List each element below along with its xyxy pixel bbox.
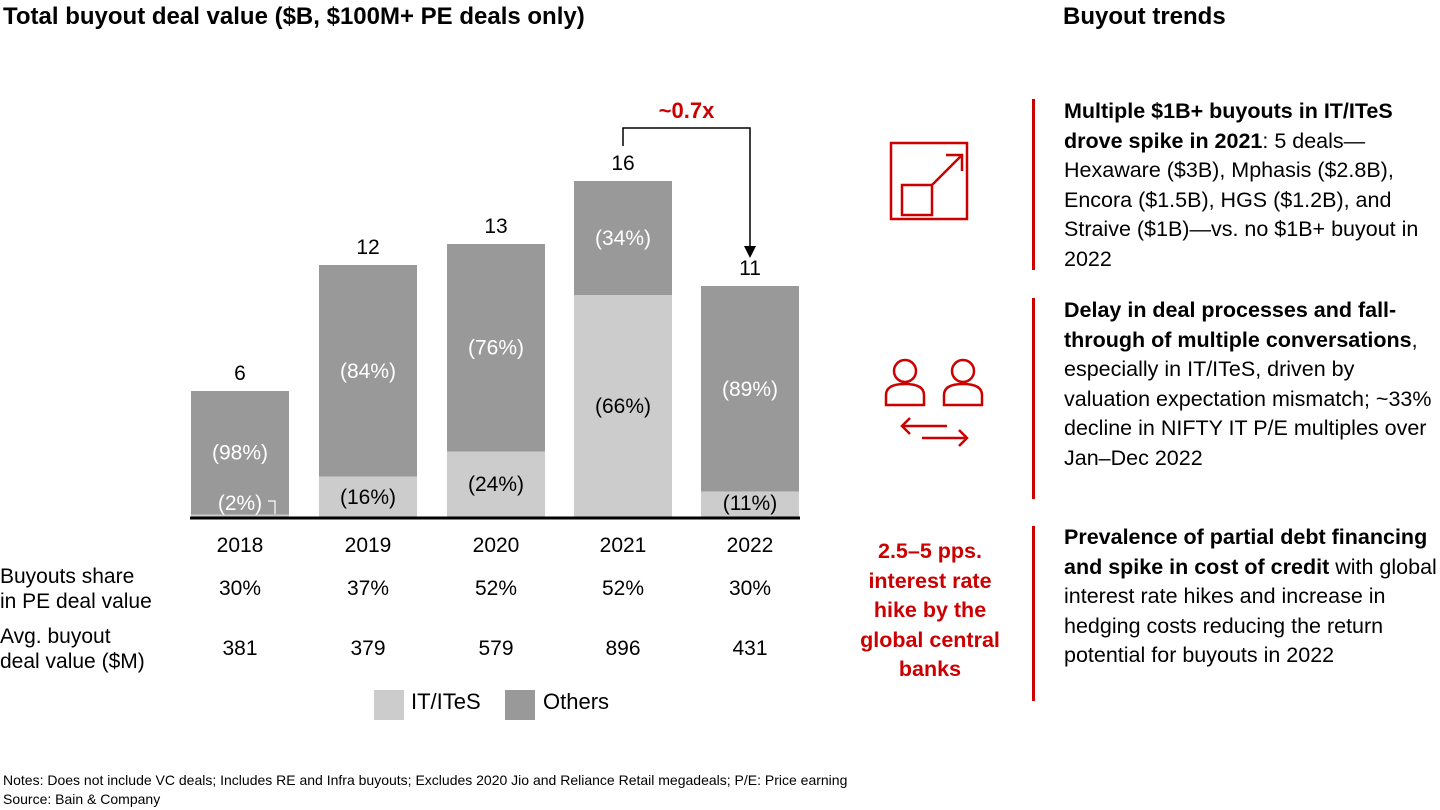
share-label-others-2022: (89%) — [722, 378, 778, 401]
table-cell-1-2019: 379 — [350, 637, 386, 660]
trend-item-2: Delay in deal processes and fall-through… — [1064, 298, 1432, 470]
share-label-it-ites-2021: (66%) — [595, 395, 651, 418]
table-cell-0-2022: 30% — [728, 577, 772, 600]
category-label-2022: 2022 — [727, 534, 774, 557]
bar-others-2021 — [574, 181, 672, 296]
category-label-2019: 2019 — [345, 534, 392, 557]
share-label-others-2019: (84%) — [340, 360, 396, 383]
share-label-it-ites-2019: (16%) — [340, 486, 396, 509]
total-label-2018: 6 — [234, 362, 246, 385]
source-text: Source: Bain & Company — [3, 791, 161, 807]
bar-it-ites-2022 — [701, 491, 799, 517]
legend-label-it-ites: IT/ITeS — [411, 689, 481, 714]
table-cell-0-2018: 30% — [218, 577, 262, 600]
legend-swatch-others — [505, 690, 535, 720]
bar-others-2022 — [701, 286, 799, 492]
trend-divider-1 — [1032, 99, 1035, 270]
stacked-bar-chart: 6 (98%) (2%) 2018 12 (84%) (16%) 2019 13 (76%) (24… — [190, 98, 800, 557]
growth-arrow-line — [622, 127, 751, 246]
chart-title: Total buyout deal value ($B, $100M+ PE d… — [3, 3, 585, 30]
bar-it-ites-2018 — [191, 514, 289, 517]
total-label-2022: 11 — [739, 257, 761, 280]
table-cell-1-2020: 579 — [478, 637, 514, 660]
trend-divider-3 — [1032, 526, 1035, 701]
table-cell-1-2018: 381 — [222, 637, 258, 660]
table-cell-1-2021: 896 — [605, 637, 641, 660]
growth-multiple-label: ~0.7x — [659, 98, 715, 123]
table-cell-0-2020: 52% — [474, 577, 518, 600]
footnotes: Notes: Does not include VC deals; Includ… — [3, 771, 847, 809]
share-label-it-ites-2022: (11%) — [723, 492, 777, 515]
bar-others-2018 — [191, 391, 289, 515]
trend-item-3: Prevalence of partial debt financing and… — [1064, 525, 1437, 667]
row-label-buyout-share: Buyouts share in PE deal value — [0, 565, 152, 613]
share-label-it-ites-2020: (24%) — [468, 473, 524, 496]
trend-divider-2 — [1032, 298, 1035, 499]
two-people-exchange-icon — [884, 358, 984, 447]
legend-label-others: Others — [543, 689, 610, 714]
table-cell-0-2019: 37% — [346, 577, 390, 600]
share-label-others-2018: (98%) — [212, 442, 268, 465]
category-label-2021: 2021 — [600, 534, 647, 557]
table-cell-0-2021: 52% — [601, 577, 645, 600]
category-label-2020: 2020 — [473, 534, 520, 557]
interest-rate-callout: 2.5–5 pps. interest rate hike by the glo… — [860, 539, 1000, 681]
total-label-2021: 16 — [611, 152, 634, 175]
notes-text: Notes: Does not include VC deals; Includ… — [3, 772, 848, 788]
bar-it-ites-2019 — [319, 476, 417, 517]
bar-others-2019 — [319, 265, 417, 477]
bar-others-2020 — [447, 244, 545, 452]
growth-chart-icon — [889, 141, 969, 221]
bracket-2018 — [268, 500, 276, 514]
growth-arrow-head — [744, 246, 756, 258]
share-label-others-2020: (76%) — [468, 337, 524, 360]
table-cell-1-2022: 431 — [732, 637, 768, 660]
row-label-avg-deal-value: Avg. buyout deal value ($M) — [0, 625, 145, 673]
legend-swatch-it-ites — [374, 690, 404, 720]
bar-it-ites-2020 — [447, 451, 545, 517]
bar-it-ites-2021 — [574, 295, 672, 517]
share-label-it-ites-2018: (2%) — [218, 492, 262, 515]
total-label-2019: 12 — [356, 236, 379, 259]
category-label-2018: 2018 — [217, 534, 264, 557]
trends-title: Buyout trends — [1063, 3, 1226, 30]
share-label-others-2021: (34%) — [595, 227, 651, 250]
total-label-2020: 13 — [484, 215, 507, 238]
trend-item-1: Multiple $1B+ buyouts in IT/ITeS drove s… — [1064, 99, 1419, 271]
